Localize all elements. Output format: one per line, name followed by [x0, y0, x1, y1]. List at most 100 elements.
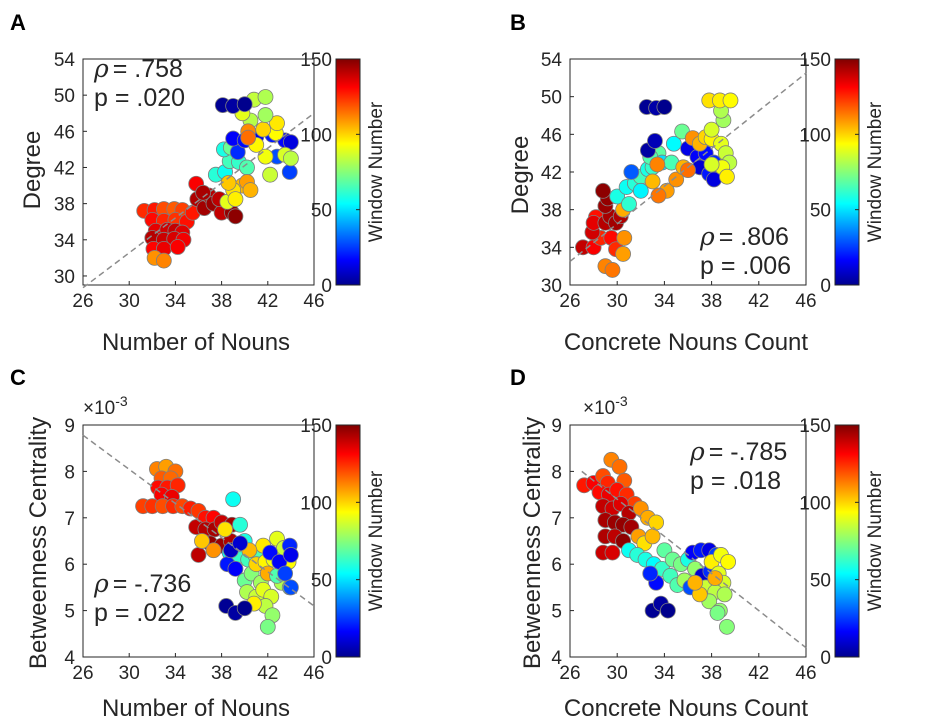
data-point — [647, 133, 663, 149]
y-tick-label: 34 — [541, 238, 563, 259]
y-tick-label: 7 — [551, 509, 562, 530]
colorbar-a: 0 50 100 150 Window Number — [300, 50, 387, 297]
y-axis-label-c: Betweenness Centrality — [25, 417, 52, 669]
y-tick-label: 46 — [54, 122, 75, 143]
data-point — [155, 252, 172, 269]
colorbar-c: 0 50 100 150 Window Number — [300, 416, 387, 669]
data-point — [609, 188, 626, 205]
data-point — [649, 156, 666, 173]
x-tick-label: 34 — [165, 291, 187, 312]
exponent-label-d: ×10-3 — [583, 393, 628, 419]
y-tick-label: 54 — [541, 50, 563, 71]
data-point — [680, 162, 696, 179]
plot-area-c: 26 30 34 38 42 46 4 5 6 7 8 9 — [64, 416, 324, 684]
p-annotation-d: p = .018 — [690, 467, 781, 495]
x-tick-label: 38 — [701, 291, 722, 312]
x-tick-label: 26 — [72, 663, 93, 684]
y-axis-label-d: Betweenness Centrality — [519, 417, 546, 669]
y-tick-label: 4 — [551, 648, 562, 669]
data-point — [282, 150, 299, 167]
data-point — [227, 191, 244, 208]
y-tick-label: 54 — [54, 50, 76, 71]
colorbar-tick-label: 50 — [311, 201, 332, 222]
x-tick-label: 38 — [211, 663, 232, 684]
data-point — [236, 96, 253, 113]
colorbar-gradient — [834, 424, 860, 658]
fit-line — [82, 434, 315, 607]
x-tick-label: 30 — [607, 663, 628, 684]
data-point — [194, 533, 210, 549]
colorbar-gradient — [834, 58, 860, 286]
y-tick-label: 8 — [64, 462, 75, 483]
panel-letter-b: B — [510, 10, 526, 35]
colorbar-b: 0 50 100 150 Window Number — [799, 50, 886, 297]
data-point — [282, 547, 299, 563]
x-tick-label: 46 — [303, 663, 324, 684]
data-point — [611, 458, 628, 475]
panel-d: D Betweenness Centrality Concrete Nouns … — [510, 365, 817, 722]
exponent-label-c: ×10-3 — [83, 393, 128, 419]
data-point — [205, 542, 222, 559]
data-point — [257, 89, 274, 105]
x-tick-label: 42 — [257, 291, 278, 312]
data-point — [281, 164, 298, 180]
data-point — [604, 262, 621, 278]
x-tick-label: 34 — [654, 291, 676, 312]
y-tick-label: 38 — [541, 201, 562, 222]
x-axis-label-d: Concrete Nouns Count — [564, 695, 808, 722]
p-annotation-a: p = .020 — [94, 84, 185, 112]
data-point — [623, 164, 640, 180]
rho-annotation-b: ρ = .806 — [699, 222, 789, 251]
data-point — [668, 171, 685, 188]
data-point — [656, 99, 673, 115]
data-point — [722, 92, 739, 109]
data-point — [190, 547, 207, 563]
y-tick-label: 8 — [551, 462, 562, 483]
panel-c: C Betweenness Centrality Number of Nouns… — [10, 365, 325, 722]
y-tick-label: 42 — [54, 158, 75, 179]
data-point — [642, 565, 659, 582]
colorbar-label: Window Number — [366, 101, 387, 242]
panel-letter-c: C — [10, 365, 26, 390]
colorbar-tick-label: 100 — [300, 493, 332, 514]
y-axis-label-a: Degree — [19, 131, 46, 210]
colorbar-tick-label: 50 — [311, 571, 332, 592]
colorbar-label: Window Number — [865, 101, 886, 242]
panel-b: B Degree Concrete Nouns Count 26 30 34 38 42… — [507, 10, 817, 356]
y-tick-label: 9 — [551, 416, 562, 437]
data-point — [632, 182, 649, 199]
data-point — [665, 135, 682, 152]
data-point — [169, 239, 186, 255]
data-point — [719, 168, 735, 185]
data-point — [648, 514, 665, 531]
x-axis-label-b: Concrete Nouns Count — [564, 329, 808, 356]
data-point — [236, 600, 253, 617]
p-annotation-c: p = .022 — [94, 599, 185, 627]
x-tick-label: 30 — [119, 291, 140, 312]
data-point — [709, 605, 726, 621]
fit-line — [569, 72, 807, 263]
data-point — [225, 491, 242, 508]
x-axis-label-a: Number of Nouns — [102, 329, 290, 356]
axis-frame — [82, 424, 315, 658]
data-point — [707, 570, 724, 587]
data-point — [232, 516, 248, 533]
data-point — [621, 196, 637, 212]
data-point — [616, 230, 633, 246]
colorbar-tick-label: 150 — [799, 416, 831, 437]
colorbar-label: Window Number — [865, 470, 886, 611]
x-tick-label: 42 — [257, 663, 278, 684]
colorbar-d: 0 50 100 150 Window Number — [799, 416, 886, 669]
rho-annotation-c: ρ = -.736 — [93, 569, 191, 598]
x-tick-label: 30 — [119, 663, 140, 684]
data-point — [195, 184, 212, 201]
data-point — [719, 618, 735, 635]
x-tick-label: 38 — [211, 291, 232, 312]
data-point — [660, 602, 676, 619]
data-point — [277, 565, 294, 582]
x-tick-label: 34 — [654, 663, 676, 684]
colorbar-tick-label: 100 — [799, 493, 831, 514]
x-tick-label: 38 — [701, 663, 722, 684]
y-tick-label: 6 — [64, 555, 75, 576]
data-point — [255, 121, 272, 138]
